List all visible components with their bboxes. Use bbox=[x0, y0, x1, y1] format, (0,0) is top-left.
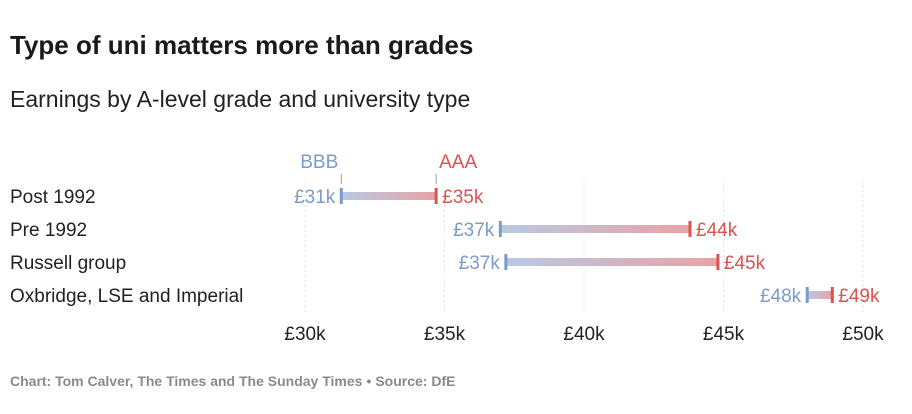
category-label: Pre 1992 bbox=[10, 220, 87, 241]
footer-separator: • bbox=[366, 373, 372, 389]
data-row: Pre 1992 £37k £44k bbox=[10, 220, 738, 241]
chart-subtitle: Earnings by A-level grade and university… bbox=[10, 86, 471, 112]
low-marker bbox=[504, 254, 508, 270]
chart-footer: Chart: Tom Calver, The Times and The Sun… bbox=[10, 373, 455, 389]
range-bar bbox=[807, 291, 833, 299]
range-bar bbox=[500, 225, 691, 233]
data-row: Oxbridge, LSE and Imperial £48k £49k bbox=[10, 286, 880, 307]
range-bar bbox=[341, 192, 437, 200]
x-tick-label: £30k bbox=[284, 324, 326, 345]
gridlines bbox=[304, 180, 864, 313]
low-value-label: £31k bbox=[294, 187, 336, 208]
high-value-label: £45k bbox=[724, 253, 766, 274]
series-labels: BBB AAA bbox=[300, 152, 477, 184]
category-label: Oxbridge, LSE and Imperial bbox=[10, 286, 243, 307]
dumbbell-chart: BBB AAA Post 1992 £31k £35k Pre 1992 £37k £44k… bbox=[10, 152, 884, 345]
high-marker bbox=[830, 287, 834, 303]
data-row: Post 1992 £31k £35k bbox=[10, 187, 484, 208]
low-value-label: £48k bbox=[760, 286, 802, 307]
credit-text: Chart: Tom Calver, The Times and The Sun… bbox=[10, 373, 363, 389]
x-tick-label: £50k bbox=[842, 324, 884, 345]
x-axis: £30k £35k £40k £45k £50k bbox=[284, 324, 884, 345]
low-marker bbox=[805, 287, 809, 303]
high-marker bbox=[716, 254, 720, 270]
x-tick-label: £40k bbox=[563, 324, 605, 345]
category-label: Post 1992 bbox=[10, 187, 96, 208]
series-label-aaa: AAA bbox=[439, 152, 477, 173]
series-label-bbb: BBB bbox=[300, 152, 338, 173]
high-value-label: £44k bbox=[696, 220, 738, 241]
high-marker bbox=[688, 221, 692, 237]
high-value-label: £35k bbox=[442, 187, 484, 208]
category-label: Russell group bbox=[10, 253, 126, 274]
data-rows: Post 1992 £31k £35k Pre 1992 £37k £44k Russell… bbox=[10, 187, 880, 307]
high-marker bbox=[434, 188, 438, 204]
low-marker bbox=[498, 221, 502, 237]
x-tick-label: £35k bbox=[424, 324, 466, 345]
range-bar bbox=[505, 258, 718, 266]
low-value-label: £37k bbox=[459, 253, 501, 274]
source-text: Source: DfE bbox=[375, 373, 456, 389]
high-value-label: £49k bbox=[838, 286, 880, 307]
chart-title: Type of uni matters more than grades bbox=[10, 30, 474, 60]
low-value-label: £37k bbox=[453, 220, 495, 241]
data-row: Russell group £37k £45k bbox=[10, 253, 766, 274]
low-marker bbox=[339, 188, 343, 204]
x-tick-label: £45k bbox=[703, 324, 745, 345]
